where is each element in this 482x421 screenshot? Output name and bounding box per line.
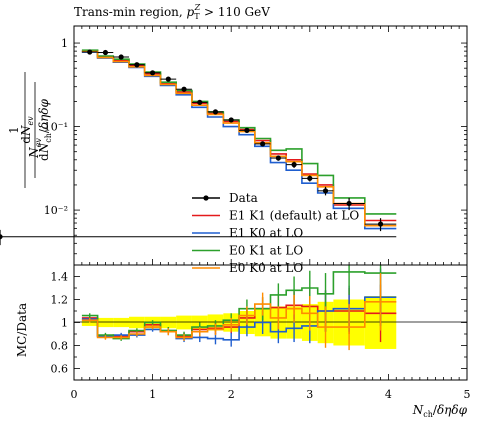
ratio-y-tick-label: 1 xyxy=(61,317,68,330)
ratio-uncertainty-band xyxy=(176,315,192,330)
ratio-uncertainty-band xyxy=(129,316,145,329)
legend-label: E1 K0 at LO xyxy=(229,226,303,240)
data-point xyxy=(322,188,329,194)
data-point xyxy=(346,200,352,207)
data-point xyxy=(260,141,266,147)
main-y-axis-label-derivative: dNev dNch/δηδφ xyxy=(19,82,53,178)
ratio-y-tick-label: 0.6 xyxy=(51,363,69,376)
data-point xyxy=(212,109,219,115)
data-point xyxy=(134,62,140,68)
legend: Data E1 K1 (default) at LO E1 K0 at LO E0 K… xyxy=(192,191,359,275)
data-point xyxy=(307,175,313,181)
main-y-tick-label: 10⁻² xyxy=(44,204,68,217)
data-point xyxy=(275,155,281,161)
legend-label: E0 K1 at LO xyxy=(229,244,303,258)
data-point xyxy=(87,49,93,55)
x-tick-label: 3 xyxy=(306,388,313,401)
data-point xyxy=(291,162,297,168)
data-point xyxy=(118,54,124,60)
legend-entry: E0 K1 at LO xyxy=(192,244,303,258)
data-point xyxy=(165,76,171,82)
svg-text:dNev: dNev xyxy=(19,116,35,144)
ratio-uncertainty-band xyxy=(160,316,177,329)
ratio-uncertainty-band xyxy=(97,317,114,328)
data-point xyxy=(377,221,384,227)
legend-entry: E1 K1 (default) at LO xyxy=(192,209,359,223)
x-tick-label: 2 xyxy=(228,388,235,401)
x-tick-label: 4 xyxy=(385,388,392,401)
x-tick-label: 5 xyxy=(464,388,471,401)
data-point xyxy=(244,127,250,133)
series-line-e0-k0-at-lo xyxy=(81,50,397,227)
legend-label: E1 K1 (default) at LO xyxy=(229,209,359,223)
main-y-tick-label: 1 xyxy=(61,37,68,50)
legend-label: Data xyxy=(229,191,258,205)
svg-text:1: 1 xyxy=(7,126,21,134)
data-point xyxy=(228,117,234,123)
ratio-uncertainty-band xyxy=(113,317,130,328)
ratio-plot-panel: 0.6 0.8 1 1.2 1.4 0 1 2 3 4 5 xyxy=(51,26,471,401)
ratio-y-axis-label: MC/Data xyxy=(15,303,29,357)
legend-entry: E1 K0 at LO xyxy=(192,226,303,240)
legend-label: E0 K0 at LO xyxy=(229,261,303,275)
data-point xyxy=(181,86,187,92)
x-tick-label: 0 xyxy=(71,388,78,401)
main-plot-panel: 10⁻² 10⁻¹ 1 xyxy=(0,25,468,266)
x-tick-label: 1 xyxy=(149,388,156,401)
legend-entry: E0 K0 at LO xyxy=(192,261,303,275)
main-y-tick-label: 10⁻¹ xyxy=(44,121,68,134)
ratio-y-tick-label: 0.8 xyxy=(51,340,69,353)
svg-text:Nev: Nev xyxy=(27,138,43,159)
x-axis-label: Nch/δηδφ xyxy=(412,403,468,419)
ratio-y-tick-label: 1.2 xyxy=(51,294,69,307)
data-point xyxy=(150,70,156,76)
data-point xyxy=(197,99,203,105)
main-y-axis-label: 1 Nev xyxy=(7,72,43,188)
ratio-y-tick-label: 1.4 xyxy=(51,271,69,284)
chart-title: Trans-min region, pTZ > 110 GeV xyxy=(74,3,270,21)
legend-marker xyxy=(203,195,209,201)
data-point xyxy=(102,49,109,56)
svg-text:dNch/δηδφ: dNch/δηδφ xyxy=(37,98,53,161)
legend-entry: Data xyxy=(192,191,258,205)
data-point xyxy=(0,234,3,240)
